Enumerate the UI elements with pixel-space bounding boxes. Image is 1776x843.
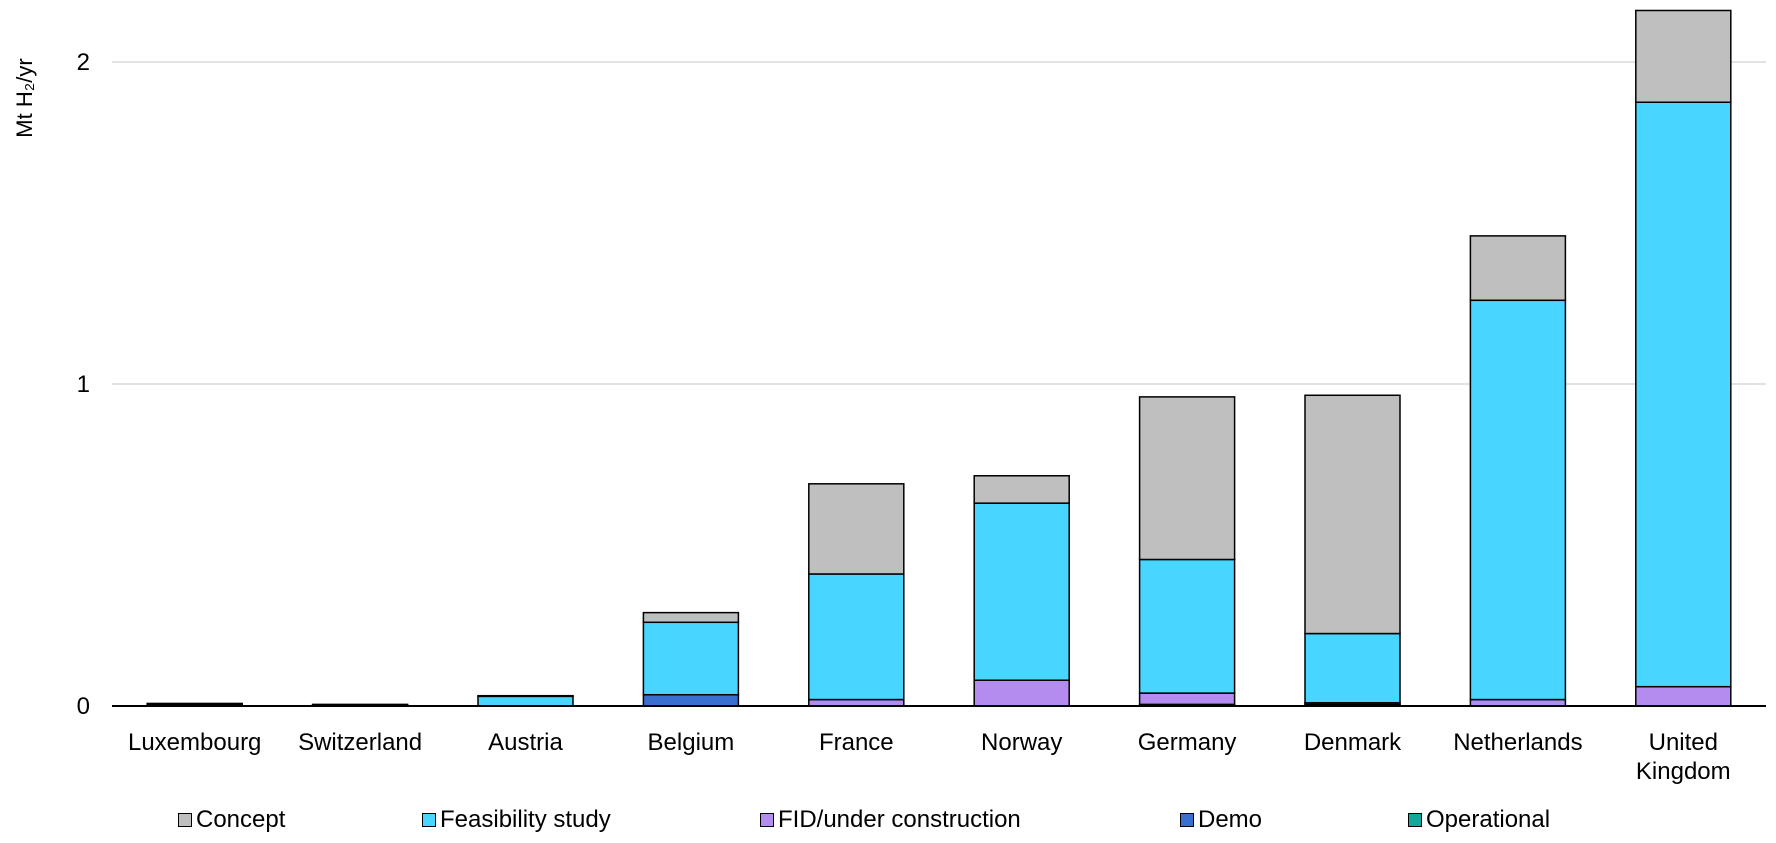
- legend-label: Operational: [1426, 806, 1551, 833]
- bar-segment: [1635, 9, 1732, 103]
- legend-swatch: [1408, 813, 1422, 827]
- x-tick-label: Luxembourg: [128, 729, 261, 756]
- y-tick-label: 2: [77, 49, 90, 76]
- x-tick-label: France: [819, 729, 894, 756]
- x-tick-label: United Kingdom: [1636, 729, 1731, 785]
- x-tick-label: Belgium: [648, 729, 735, 756]
- bar-segment: [1635, 101, 1732, 688]
- legend-label: FID/under construction: [778, 806, 1021, 833]
- legend-label: Demo: [1198, 806, 1263, 833]
- x-tick-label: Austria: [488, 729, 563, 756]
- bar-segment: [973, 679, 1070, 707]
- bar-segment: [1304, 394, 1401, 635]
- bar-segment: [973, 475, 1070, 504]
- x-tick-label: Norway: [981, 729, 1062, 756]
- legend-swatch: [760, 813, 774, 827]
- legend-swatch: [1180, 813, 1194, 827]
- x-tick-label: Denmark: [1304, 729, 1402, 756]
- bar-segment: [1138, 558, 1236, 694]
- bar-segment: [973, 502, 1070, 681]
- legend-swatch: [178, 813, 192, 827]
- legend-item: Operational: [1408, 806, 1550, 834]
- legend-swatch: [422, 813, 436, 827]
- legend-item: Demo: [1180, 806, 1262, 834]
- legend-label: Concept: [196, 806, 286, 833]
- x-tick-label: Netherlands: [1453, 729, 1582, 756]
- bar-segment: [808, 483, 905, 575]
- bar-segment: [642, 693, 740, 707]
- x-tick-label: Germany: [1138, 729, 1237, 756]
- y-tick-label: 1: [77, 371, 90, 398]
- y-tick-label: 0: [77, 693, 90, 720]
- bar-segment: [146, 702, 243, 706]
- bar-segment: [311, 703, 409, 706]
- bar-segment: [477, 695, 574, 707]
- bar-segment: [477, 694, 574, 698]
- x-tick-label: Switzerland: [298, 729, 422, 756]
- bar-segment: [808, 573, 905, 701]
- bar-segment: [1304, 632, 1401, 704]
- bar-segment: [1138, 692, 1236, 706]
- bar-segment: [1138, 396, 1236, 561]
- legend-item: Concept: [178, 806, 285, 834]
- legend-item: Feasibility study: [422, 806, 611, 834]
- bar-segment: [1469, 299, 1567, 701]
- bar-segment: [1635, 685, 1732, 707]
- y-axis-label: Mt H₂/yr: [12, 58, 37, 137]
- bar-segment: [642, 611, 740, 624]
- bar-segment: [642, 621, 740, 696]
- legend-item: FID/under construction: [760, 806, 1021, 834]
- x-axis-labels: Luxembourg Switzerland Austria Belgium Franc…: [128, 729, 1731, 785]
- bars: [146, 9, 1732, 707]
- legend: Concept Feasibility study FID/under constr…: [0, 806, 1776, 838]
- bar-segment: [1469, 235, 1567, 302]
- legend-label: Feasibility study: [440, 806, 611, 833]
- y-axis-ticks: 0 1 2: [77, 49, 90, 720]
